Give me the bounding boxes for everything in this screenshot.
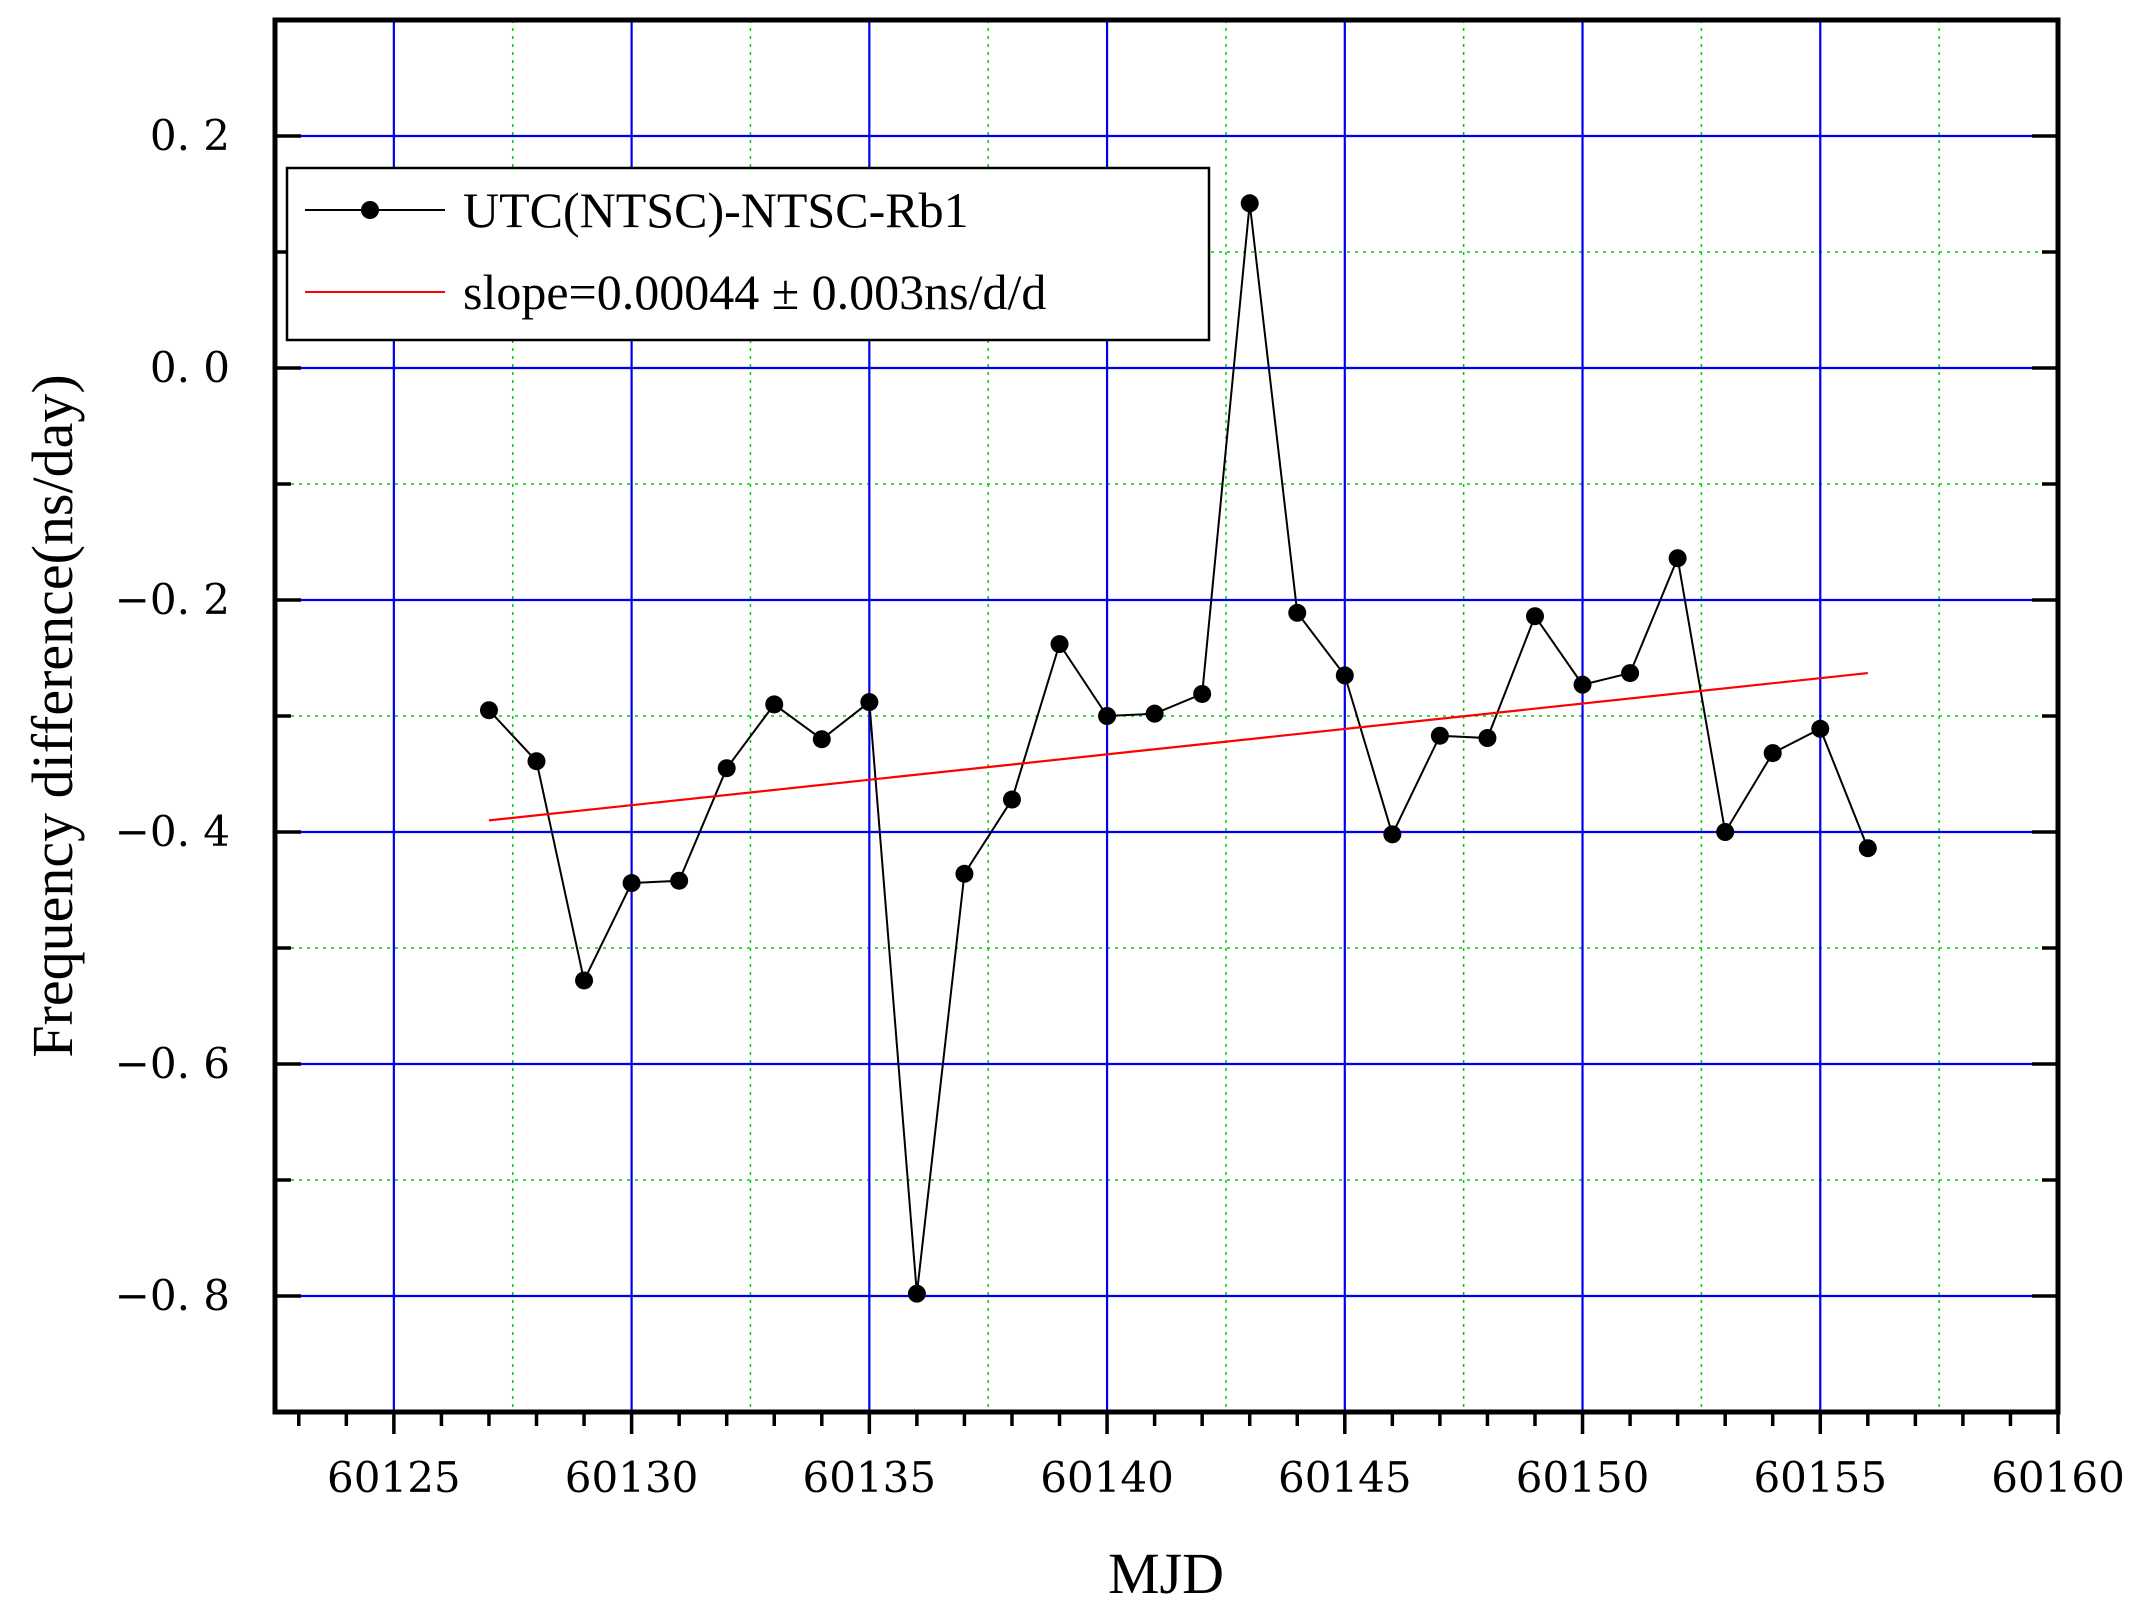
data-point bbox=[1716, 823, 1735, 841]
y-tick-label: −0. 8 bbox=[115, 1271, 230, 1320]
legend: UTC(NTSC)-NTSC-Rb1 slope=0.00044 ± 0.003… bbox=[285, 166, 1211, 342]
tick-labels: 60125 60130 60135 60140 60145 60150 60155 60160… bbox=[115, 111, 2125, 1502]
data-point bbox=[860, 693, 879, 712]
data-point bbox=[1383, 825, 1402, 844]
major-grid bbox=[275, 20, 2058, 1412]
data-point bbox=[670, 871, 689, 890]
data-point bbox=[1430, 726, 1449, 745]
data-point bbox=[479, 701, 498, 720]
series-line-2 bbox=[488, 671, 1868, 822]
data-point bbox=[1763, 744, 1782, 763]
y-tick-label: 0. 2 bbox=[150, 111, 230, 160]
x-tick-label: 60135 bbox=[803, 1453, 937, 1502]
y-tick-label: −0. 4 bbox=[115, 807, 230, 856]
data-point bbox=[1240, 194, 1259, 213]
legend-label-series-2: slope=0.00044 ± 0.003ns/d/d bbox=[463, 264, 1046, 320]
x-tick-label: 60150 bbox=[1516, 1453, 1650, 1502]
x-tick-label: 60140 bbox=[1040, 1453, 1174, 1502]
data-point bbox=[1858, 839, 1877, 858]
data-point bbox=[1573, 675, 1592, 694]
x-tick-label: 60125 bbox=[327, 1453, 461, 1502]
data-point bbox=[1193, 684, 1212, 703]
data-point bbox=[1621, 664, 1640, 683]
data-point bbox=[1145, 704, 1164, 723]
data-point bbox=[1050, 635, 1069, 654]
data-point bbox=[1335, 666, 1354, 685]
x-tick-label: 60145 bbox=[1278, 1453, 1412, 1502]
y-tick-label: −0. 2 bbox=[115, 575, 230, 624]
data-point bbox=[765, 695, 784, 714]
data-point bbox=[1288, 603, 1307, 622]
plot-series bbox=[479, 194, 1877, 1303]
x-tick-label: 60155 bbox=[1753, 1453, 1887, 1502]
data-point bbox=[1525, 607, 1544, 626]
data-point bbox=[1002, 790, 1021, 809]
y-tick-label: 0. 0 bbox=[150, 343, 230, 392]
y-tick-label: −0. 6 bbox=[115, 1039, 230, 1088]
y-axis-title: Frequency difference(ns/day) bbox=[20, 374, 85, 1057]
legend-box bbox=[285, 166, 1211, 342]
data-point bbox=[1098, 707, 1117, 725]
data-point bbox=[717, 759, 736, 778]
x-tick-label: 60130 bbox=[565, 1453, 699, 1502]
data-point bbox=[907, 1284, 926, 1303]
data-point bbox=[812, 730, 831, 749]
data-point bbox=[527, 752, 546, 771]
data-point bbox=[955, 864, 974, 883]
x-tick-label: 60160 bbox=[1991, 1453, 2125, 1502]
data-point bbox=[1811, 719, 1830, 738]
data-point bbox=[1668, 549, 1687, 568]
data-point bbox=[622, 874, 641, 893]
data-point bbox=[575, 971, 594, 990]
data-point bbox=[1478, 729, 1497, 748]
series-line-1 bbox=[488, 203, 1869, 1294]
legend-label-series-1: UTC(NTSC)-NTSC-Rb1 bbox=[463, 182, 969, 238]
legend-marker-series-1 bbox=[361, 201, 379, 219]
axis-ticks bbox=[275, 18, 2060, 1434]
x-axis-title: MJD bbox=[1108, 1541, 1224, 1606]
